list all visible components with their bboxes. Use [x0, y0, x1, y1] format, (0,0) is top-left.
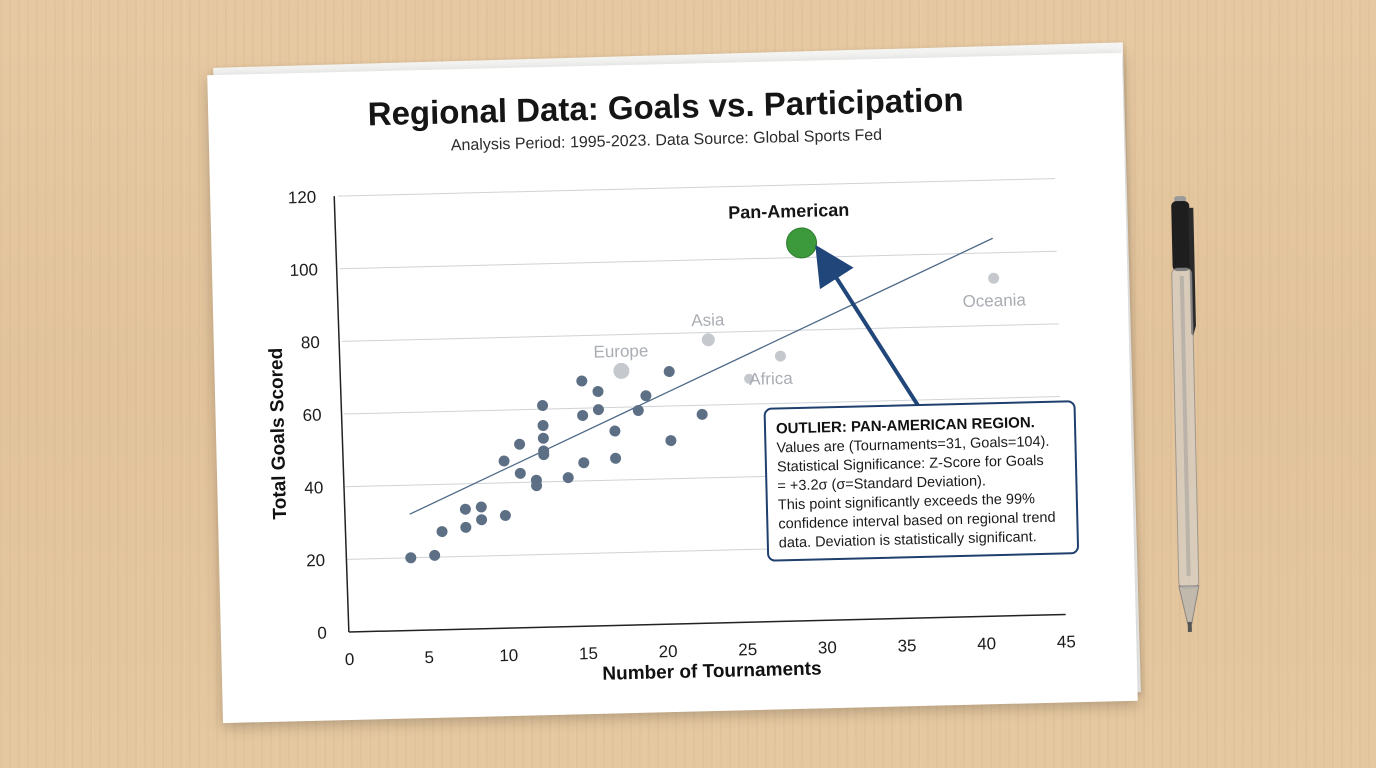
- scatter-point: [537, 400, 549, 412]
- y-tick-label: 40: [304, 478, 323, 497]
- trend-line: [409, 237, 993, 515]
- region-label: Africa: [749, 369, 793, 389]
- y-tick-label: 120: [288, 188, 317, 208]
- x-tick-label: 25: [738, 640, 757, 659]
- scatter-plot: 0 20 40 60 80 100 120 0 5 10 15 20 25 30 35 40 45 Europe…: [266, 178, 1076, 685]
- scatter-point: [530, 474, 542, 486]
- scatter-point: [460, 521, 472, 533]
- x-tick-label: 10: [499, 646, 518, 665]
- scatter-point: [577, 409, 589, 421]
- y-tick-label: 80: [301, 333, 320, 352]
- x-tick-label: 0: [345, 650, 355, 669]
- scatter-point: [537, 432, 549, 444]
- x-tick-label: 30: [818, 638, 837, 657]
- scatter-point: [562, 472, 574, 484]
- region-label: Oceania: [962, 290, 1026, 311]
- gridline: [341, 323, 1059, 342]
- y-tick-label: 60: [302, 406, 321, 425]
- x-tick-label: 15: [579, 644, 598, 663]
- x-axis-title: Number of Tournaments: [602, 658, 822, 684]
- x-tick-label: 35: [897, 636, 916, 655]
- scatter-point: [514, 467, 526, 479]
- region-point: [774, 350, 786, 362]
- scatter-point: [514, 438, 526, 450]
- scatter-point: [499, 509, 511, 521]
- scatter-point: [592, 385, 604, 397]
- scatter-point: [663, 366, 675, 378]
- outlier-annotation-box: OUTLIER: PAN-AMERICAN REGION. Values are…: [763, 400, 1080, 562]
- gridline: [339, 250, 1057, 270]
- x-tick-label: 5: [424, 648, 434, 667]
- x-tick-label: 40: [977, 634, 996, 653]
- region-point: [613, 362, 630, 379]
- y-axis-line: [333, 196, 350, 633]
- scatter-point: [610, 452, 622, 464]
- axes: [333, 196, 1066, 633]
- callout-arrow: [815, 244, 922, 410]
- scatter-point: [429, 549, 441, 561]
- gridline: [343, 396, 1061, 415]
- scatter-point: [405, 552, 417, 564]
- data-points: [405, 227, 1000, 564]
- scatter-point: [459, 503, 471, 515]
- y-tick-label: 0: [317, 624, 327, 643]
- scatter-point: [665, 435, 677, 447]
- y-tick-label: 20: [306, 551, 325, 570]
- scatter-point: [576, 375, 588, 387]
- scatter-point: [632, 404, 644, 416]
- scatter-point: [640, 390, 652, 402]
- region-labels: Europe Asia Africa Oceania Pan-American: [593, 200, 1026, 389]
- ballpoint-pen: [1171, 195, 1200, 632]
- x-tick-label: 45: [1057, 632, 1076, 651]
- y-tick-label: 100: [289, 260, 318, 280]
- y-axis-title: Total Goals Scored: [266, 348, 291, 520]
- scatter-point: [476, 514, 488, 526]
- region-label: Asia: [691, 310, 725, 330]
- scatter-point: [537, 420, 549, 432]
- chart-paper: Regional Data: Goals vs. Participation A…: [207, 52, 1138, 724]
- tick-labels: 0 20 40 60 80 100 120 0 5 10 15 20 25 30 35 40 45: [288, 188, 1076, 669]
- x-tick-label: 20: [658, 642, 677, 661]
- scatter-point: [609, 425, 621, 437]
- outlier-point: [786, 227, 818, 259]
- scatter-point: [436, 526, 448, 538]
- scatter-point: [475, 501, 487, 513]
- scatter-point: [592, 404, 604, 416]
- region-label: Europe: [593, 341, 648, 361]
- scatter-point: [498, 455, 510, 467]
- region-point: [744, 373, 755, 384]
- gridline: [338, 178, 1056, 197]
- scatter-point: [578, 457, 590, 469]
- scatter-point: [538, 445, 550, 457]
- trend-line-group: [409, 237, 993, 515]
- region-point: [701, 333, 715, 347]
- scatter-point: [696, 408, 708, 420]
- outlier-label: Pan-American: [728, 200, 849, 223]
- x-axis-line: [348, 613, 1066, 633]
- region-point: [988, 272, 1000, 284]
